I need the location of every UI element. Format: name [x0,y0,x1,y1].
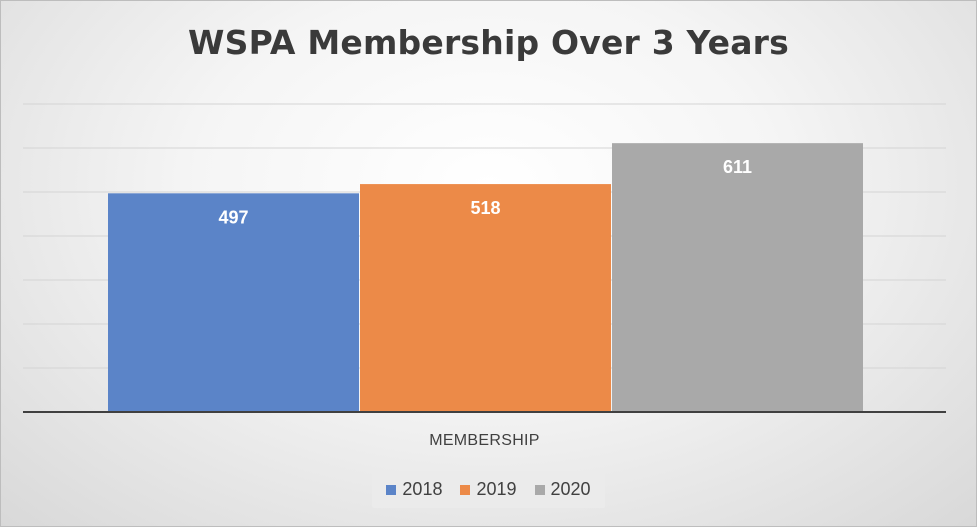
legend-box: 2018 2019 2020 [372,471,605,508]
legend-item-2020: 2020 [534,479,591,500]
legend-swatch-2020 [534,484,545,495]
legend-swatch-2019 [460,484,471,495]
data-label-2020: 611 [723,157,752,177]
legend-label-2019: 2019 [476,479,517,499]
bar-2019 [360,184,611,412]
chart-title: WSPA Membership Over 3 Years [188,23,789,62]
legend-item-2019: 2019 [460,479,517,500]
bar-2020 [612,143,863,412]
legend: 2018 2019 2020 [1,471,976,508]
category-label: MEMBERSHIP [429,432,540,449]
data-label-2019: 518 [470,198,500,218]
legend-label-2020: 2020 [550,479,591,499]
bar-2018 [108,193,359,412]
legend-label-2018: 2018 [402,479,443,499]
data-label-2018: 497 [218,207,248,227]
legend-swatch-2018 [386,484,397,495]
legend-item-2018: 2018 [386,479,442,500]
